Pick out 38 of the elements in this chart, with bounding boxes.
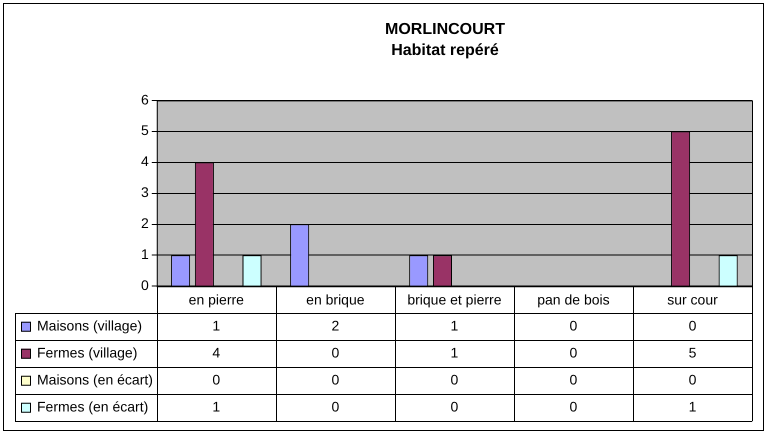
- legend-label: Fermes (en écart): [37, 398, 148, 415]
- x-tick-label: brique et pierre: [407, 291, 502, 308]
- y-tick-label: 2: [140, 215, 149, 232]
- legend-label: Maisons (en écart): [37, 372, 153, 388]
- y-tick-label: 3: [140, 184, 149, 200]
- chart-title: MORLINCOURT: [385, 21, 506, 38]
- y-tick-label: 5: [140, 122, 149, 138]
- chart-subtitle: Habitat repéré: [391, 42, 499, 60]
- legend-label: Maisons (village): [37, 318, 142, 334]
- y-tick-label: 6: [140, 91, 149, 108]
- data-label: 0: [570, 344, 578, 361]
- data-label: 1: [688, 398, 697, 415]
- data-label: 0: [331, 398, 340, 415]
- data-label: 0: [570, 318, 578, 334]
- y-tick-label: 0: [140, 277, 149, 294]
- data-label: 1: [212, 398, 220, 415]
- data-label: 0: [688, 318, 697, 334]
- data-label: 0: [570, 398, 578, 415]
- y-tick-label: 1: [140, 246, 149, 262]
- x-tick-label: en brique: [306, 291, 365, 308]
- data-label: 0: [331, 344, 340, 361]
- data-label: 0: [688, 372, 697, 388]
- data-label: 0: [570, 372, 578, 388]
- data-label: 4: [212, 344, 220, 361]
- data-label: 0: [331, 372, 340, 388]
- data-label: 1: [450, 344, 458, 361]
- x-tick-label: pan de bois: [537, 291, 610, 308]
- x-tick-label: en pierre: [188, 291, 244, 308]
- data-label: 1: [212, 318, 220, 334]
- legend-label: Fermes (village): [37, 344, 138, 361]
- data-label: 0: [450, 372, 458, 388]
- y-tick-label: 4: [140, 153, 149, 170]
- x-tick-label: sur cour: [667, 291, 718, 308]
- data-label: 5: [688, 344, 697, 361]
- data-label: 2: [331, 318, 340, 334]
- data-label: 0: [450, 398, 458, 415]
- data-label: 1: [450, 318, 458, 334]
- data-label: 0: [212, 372, 220, 388]
